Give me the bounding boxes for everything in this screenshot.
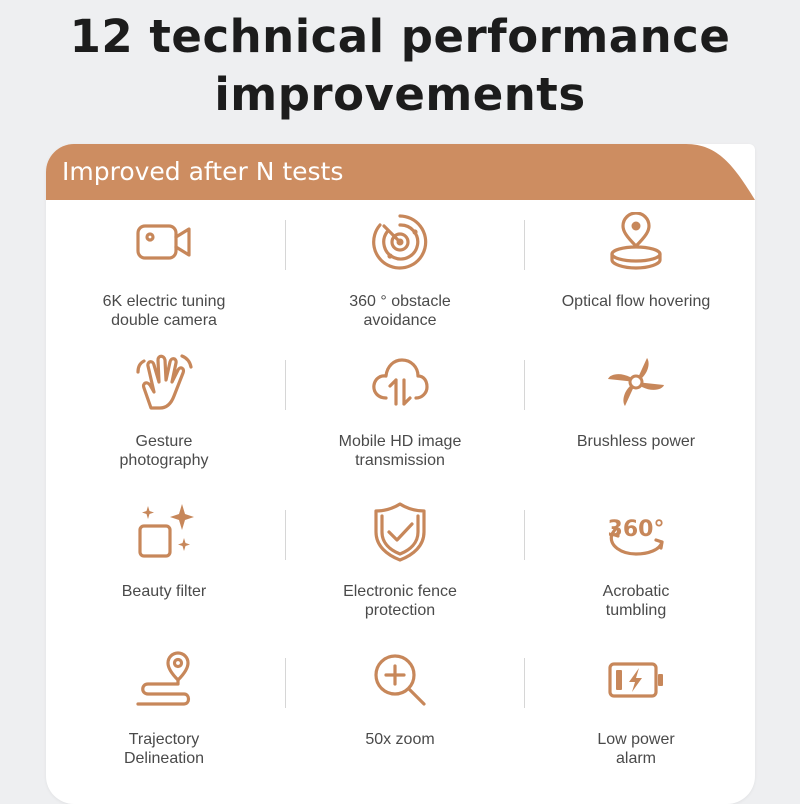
divider — [285, 510, 286, 560]
divider — [285, 220, 286, 270]
feature-label-line2: double camera — [111, 312, 217, 329]
headline-line-1: 12 technical performance — [69, 10, 731, 63]
divider — [524, 658, 525, 708]
feature-label-line1: Gesture — [135, 433, 193, 450]
feature-label-line1: Brushless power — [576, 433, 696, 450]
location-platform-icon — [610, 212, 662, 270]
feature-gesture-photography: Gesture photography — [46, 340, 282, 480]
low-battery-icon — [608, 662, 663, 698]
feature-label-line1: 50x zoom — [365, 731, 435, 748]
route-pin-icon — [136, 651, 191, 706]
feature-label-line1: Electronic fence — [343, 583, 457, 600]
feature-label-line2: Delineation — [123, 750, 205, 767]
feature-label-line2: transmission — [355, 452, 445, 469]
feature-label-line1: Acrobatic — [602, 583, 670, 600]
feature-low-power-alarm: Low power alarm — [518, 638, 754, 778]
zoom-in-icon — [374, 654, 426, 706]
feature-row: Trajectory Delineation 50x zoom — [46, 638, 755, 778]
shield-check-icon — [374, 502, 426, 562]
feature-label-line1: Optical flow hovering — [561, 293, 711, 310]
feature-label-line2: photography — [119, 452, 209, 469]
feature-label-line2: avoidance — [363, 312, 437, 329]
feature-label-line1: Beauty filter — [121, 583, 207, 600]
radar-icon — [372, 214, 428, 270]
rotate-360-text: 360° — [608, 517, 665, 542]
feature-trajectory: Trajectory Delineation — [46, 638, 282, 778]
cloud-transfer-icon — [372, 358, 429, 406]
feature-label-line2: tumbling — [605, 602, 667, 619]
divider — [524, 360, 525, 410]
feature-6k-camera: 6K electric tuning double camera — [46, 200, 282, 340]
feature-label-line2: alarm — [615, 750, 656, 767]
video-camera-icon — [136, 224, 191, 260]
feature-label-line2: protection — [364, 602, 436, 619]
divider — [285, 658, 286, 708]
divider — [524, 220, 525, 270]
feature-acrobatic-tumbling: 360° Acrobatic tumbling — [518, 490, 754, 630]
feature-label-line1: Trajectory — [128, 731, 200, 748]
feature-row: Gesture photography Mobile HD image tran… — [46, 340, 755, 480]
hand-gesture-icon — [136, 354, 193, 410]
rotate-360-icon: 360° — [608, 517, 665, 556]
features-card: Improved after N tests 6K electric tunin… — [46, 144, 755, 804]
feature-label-line1: Low power — [597, 731, 675, 748]
feature-beauty-filter: Beauty filter — [46, 490, 282, 630]
feature-label-line1: Mobile HD image — [338, 433, 462, 450]
feature-brushless-power: Brushless power — [518, 340, 754, 480]
divider — [285, 360, 286, 410]
feature-hd-transmission: Mobile HD image transmission — [282, 340, 518, 480]
headline-line-2: improvements — [214, 68, 586, 121]
propeller-icon — [608, 358, 664, 406]
page-headline: 12 technical performance improvements — [0, 8, 800, 124]
feature-50x-zoom: 50x zoom — [282, 638, 518, 778]
banner-shape — [46, 144, 755, 200]
sparkle-square-icon — [138, 504, 194, 558]
feature-label-line1: 360 ° obstacle — [349, 293, 451, 310]
feature-obstacle-avoidance: 360 ° obstacle avoidance — [282, 200, 518, 340]
banner-title: Improved after N tests — [62, 157, 344, 186]
feature-row: 6K electric tuning double camera 360 ° o… — [46, 200, 755, 340]
feature-electronic-fence: Electronic fence protection — [282, 490, 518, 630]
feature-optical-flow: Optical flow hovering — [518, 200, 754, 340]
divider — [524, 510, 525, 560]
feature-row: Beauty filter Electronic fence protectio… — [46, 490, 755, 630]
card-banner: Improved after N tests — [46, 144, 755, 200]
feature-label-line1: 6K electric tuning — [102, 293, 226, 310]
